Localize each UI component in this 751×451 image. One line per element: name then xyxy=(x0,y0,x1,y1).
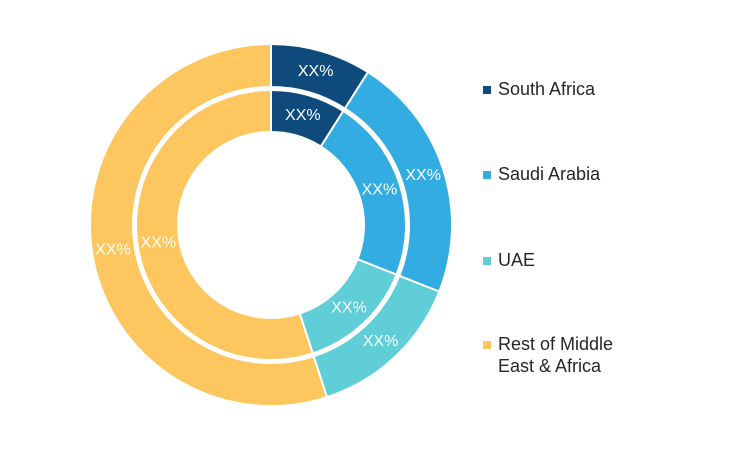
legend-swatch-south-africa xyxy=(483,86,491,94)
segment-labels: XX% XX% XX% XX% XX% XX% XX% XX% xyxy=(95,63,441,350)
legend-item-uae: UAE xyxy=(483,249,658,271)
legend-swatch-rest-of-mea xyxy=(483,341,491,349)
legend-swatch-saudi-arabia xyxy=(483,171,491,179)
outer-ring xyxy=(89,42,453,407)
legend-label-saudi-arabia: Saudi Arabia xyxy=(498,164,601,184)
outer-slice-rest-of-middle-east-africa xyxy=(89,42,329,407)
outer-label-uae: XX% xyxy=(363,333,399,350)
inner-label-rest-of-middle-east-africa: XX% xyxy=(141,234,177,251)
inner-slice-rest-of-middle-east-africa xyxy=(135,88,314,361)
outer-label-rest-of-middle-east-africa: XX% xyxy=(95,242,131,259)
inner-label-uae: XX% xyxy=(331,300,367,317)
legend-label-uae: UAE xyxy=(498,250,536,270)
legend-item-rest-of-mea: Rest of Middle East & Africa xyxy=(483,333,658,377)
inner-label-saudi-arabia: XX% xyxy=(362,181,398,198)
legend-label-south-africa: South Africa xyxy=(498,79,596,99)
legend-item-saudi-arabia: Saudi Arabia xyxy=(483,163,658,185)
legend-label-rest-of-mea: Rest of Middle East & Africa xyxy=(498,334,614,376)
legend-swatch-uae xyxy=(483,257,491,265)
outer-label-saudi-arabia: XX% xyxy=(405,167,441,184)
inner-ring xyxy=(135,88,407,361)
legend-item-south-africa: South Africa xyxy=(483,78,658,100)
outer-label-south-africa: XX% xyxy=(298,63,334,80)
inner-label-south-africa: XX% xyxy=(285,107,321,124)
